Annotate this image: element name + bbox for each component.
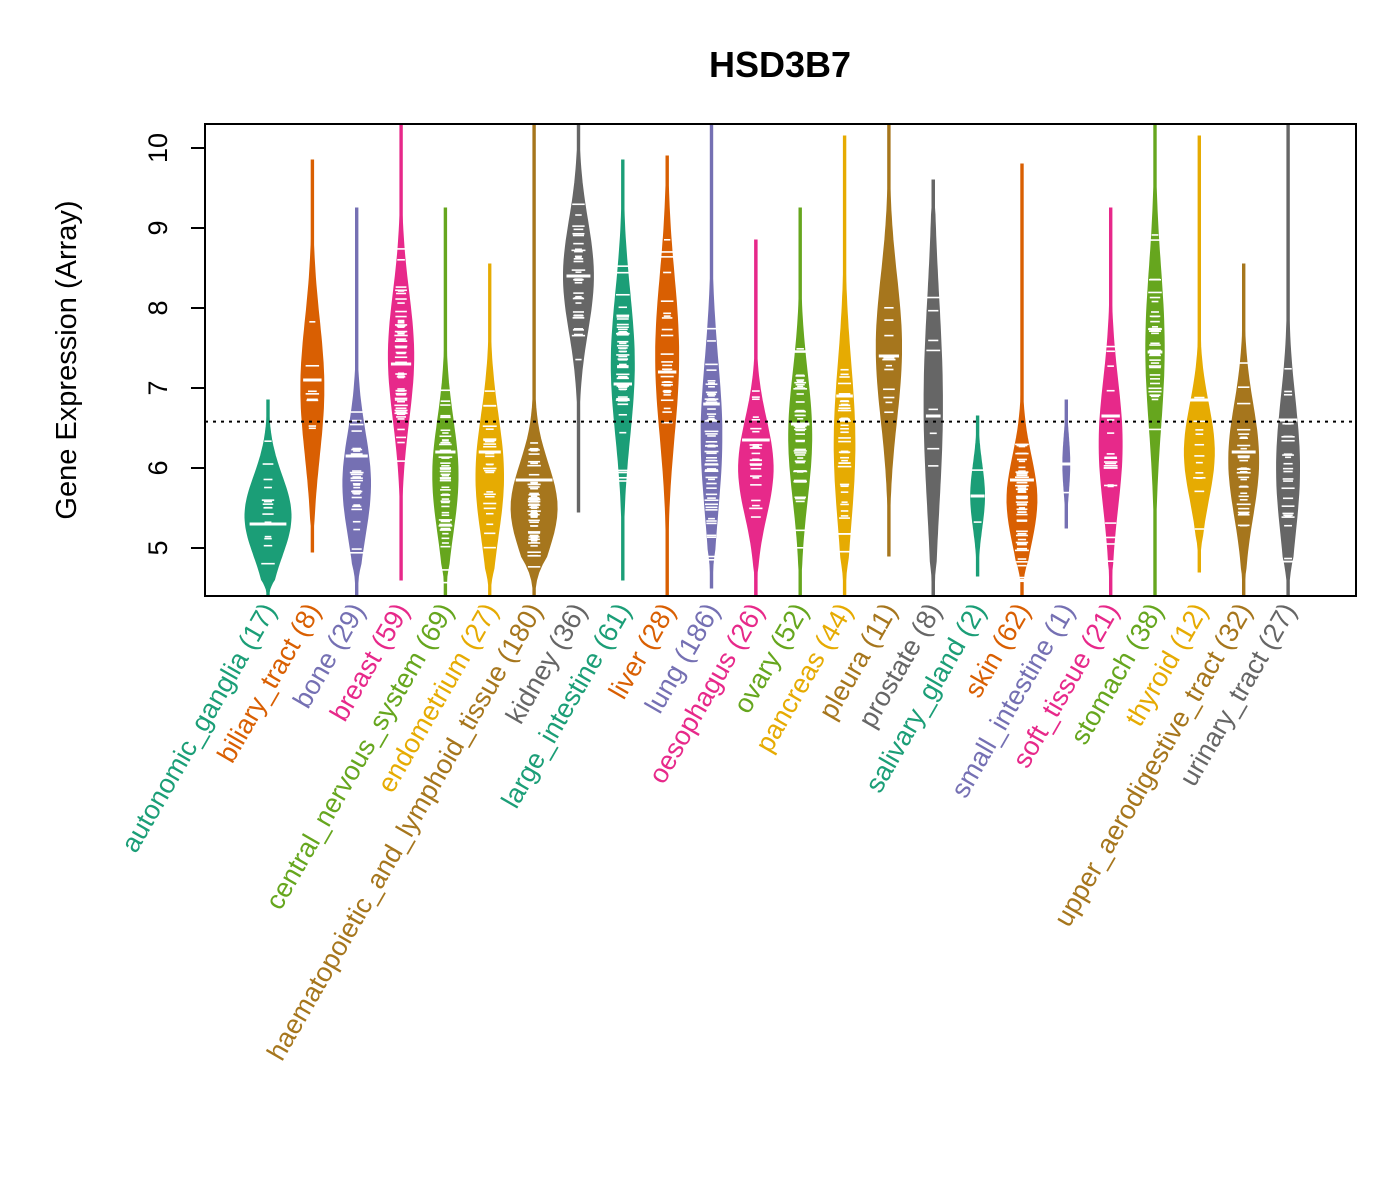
y-tick-label: 6 (143, 460, 173, 475)
violin-thyroid (1183, 135, 1215, 573)
violin-urinary_tract (1276, 123, 1300, 597)
violin-group (244, 123, 1300, 597)
violin-upper_aerodigestive_tract (1228, 263, 1260, 597)
violin-ovary (788, 207, 813, 597)
violin-body (1098, 207, 1123, 597)
violin-stomach (1145, 123, 1165, 597)
violin-large_intestine (610, 159, 635, 581)
y-axis-label: Gene Expression (Array) (51, 200, 83, 519)
violin-body (300, 159, 325, 553)
violin-skin (1006, 163, 1038, 597)
violin-central_nervous_system (432, 207, 459, 597)
violin-liver (655, 155, 680, 597)
y-tick-label: 7 (143, 380, 173, 395)
violin-bone (342, 207, 371, 597)
x-axis-labels: autonomic_ganglia (17)biliary_tract (8)b… (115, 598, 1302, 1065)
violin-body (833, 135, 856, 597)
violin-autonomic_ganglia (244, 399, 292, 597)
violin-body (475, 263, 504, 597)
violin-lung (700, 123, 723, 589)
violin-oesophagus (738, 239, 774, 597)
violin-pancreas (833, 135, 856, 597)
violin-body (244, 399, 292, 597)
violin-body (342, 207, 371, 597)
violin-endometrium (475, 263, 504, 597)
y-axis: 5 6 7 8 9 10 (143, 133, 206, 556)
violin-soft_tissue (1098, 207, 1123, 597)
violin-body (1183, 135, 1215, 573)
y-tick-label: 5 (143, 540, 173, 555)
violin-salivary_gland (970, 415, 985, 577)
violin-body (432, 207, 459, 597)
violin-small_intestine (1059, 399, 1074, 529)
violin-breast (387, 123, 415, 581)
violin-prostate (923, 179, 943, 597)
chart-title: HSD3B7 (709, 44, 851, 85)
violin-biliary_tract (300, 159, 325, 553)
violin-haematopoietic_and_lymphoid_tissue (510, 123, 558, 597)
y-tick-label: 10 (143, 133, 173, 163)
violin-body (738, 239, 774, 597)
violin-body (875, 123, 902, 557)
y-tick-label: 8 (143, 300, 173, 315)
violin-body (610, 159, 635, 581)
violin-body (923, 179, 943, 597)
violin-pleura (875, 123, 902, 557)
violin-kidney (563, 123, 594, 513)
violin-body (1006, 163, 1038, 597)
plot-frame (204, 123, 1357, 597)
y-tick-label: 9 (143, 220, 173, 235)
